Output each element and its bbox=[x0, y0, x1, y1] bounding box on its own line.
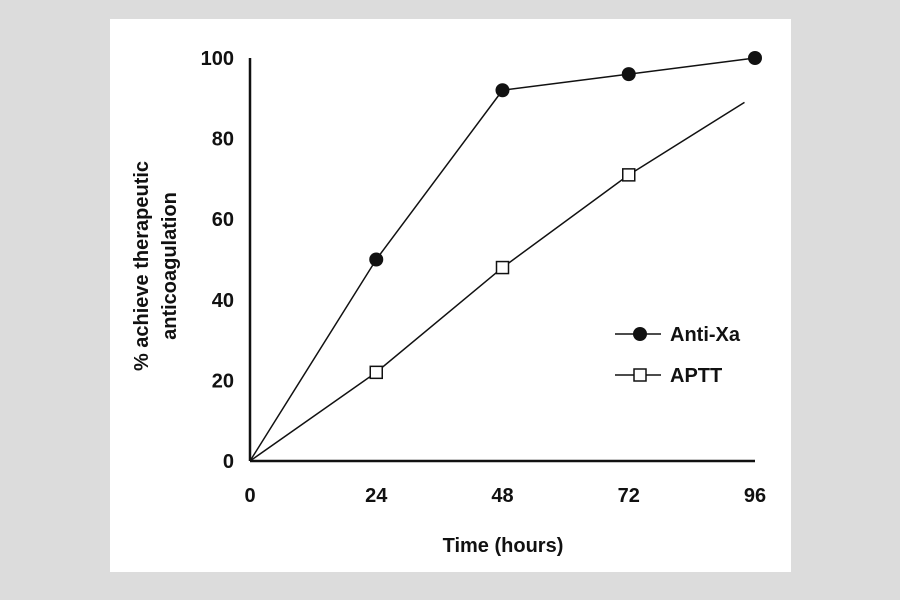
y-axis-title-line-1: % achieve therapeutic bbox=[131, 161, 153, 371]
y-tick-label: 80 bbox=[212, 129, 234, 151]
y-tick-label: 20 bbox=[212, 370, 234, 392]
series-layer bbox=[249, 51, 762, 462]
x-axis-title: Time (hours) bbox=[443, 535, 564, 557]
y-axis-title: % achieve therapeutic anticoagulation bbox=[131, 161, 181, 371]
x-tick-label: 0 bbox=[244, 485, 255, 507]
legend-label-aptt: APTT bbox=[670, 365, 722, 387]
data-point-aptt bbox=[622, 168, 636, 182]
y-tick-labels: 0 20 40 60 80 100 bbox=[201, 48, 234, 473]
x-tick-label: 48 bbox=[491, 485, 513, 507]
data-point-anti-xa bbox=[748, 51, 762, 65]
data-point-anti-xa bbox=[495, 83, 510, 98]
y-tick-label: 40 bbox=[212, 290, 234, 312]
y-axis-title-line-2: anticoagulation bbox=[159, 192, 181, 340]
data-point-aptt bbox=[369, 365, 383, 380]
legend-marker-anti-xa bbox=[633, 327, 647, 341]
axes bbox=[248, 58, 755, 463]
legend-item-anti-xa: Anti-Xa bbox=[615, 324, 741, 346]
chart-panel bbox=[110, 19, 791, 572]
data-point-anti-xa bbox=[621, 67, 636, 82]
series-line-anti-xa bbox=[249, 57, 756, 462]
series-line-aptt bbox=[249, 101, 745, 462]
data-point-anti-xa bbox=[369, 252, 384, 267]
data-point-aptt bbox=[495, 260, 510, 275]
x-tick-labels: 0 24 48 72 96 bbox=[244, 485, 766, 507]
y-tick-label: 60 bbox=[212, 209, 234, 231]
legend: Anti-Xa APTT bbox=[615, 324, 741, 387]
legend-label-anti-xa: Anti-Xa bbox=[670, 324, 741, 346]
x-tick-label: 24 bbox=[365, 485, 388, 507]
y-tick-label: 100 bbox=[201, 48, 234, 70]
legend-item-aptt: APTT bbox=[615, 365, 722, 387]
y-tick-label: 0 bbox=[223, 451, 234, 473]
x-tick-label: 96 bbox=[744, 485, 766, 507]
x-tick-label: 72 bbox=[618, 485, 640, 507]
legend-marker-aptt bbox=[633, 368, 647, 382]
